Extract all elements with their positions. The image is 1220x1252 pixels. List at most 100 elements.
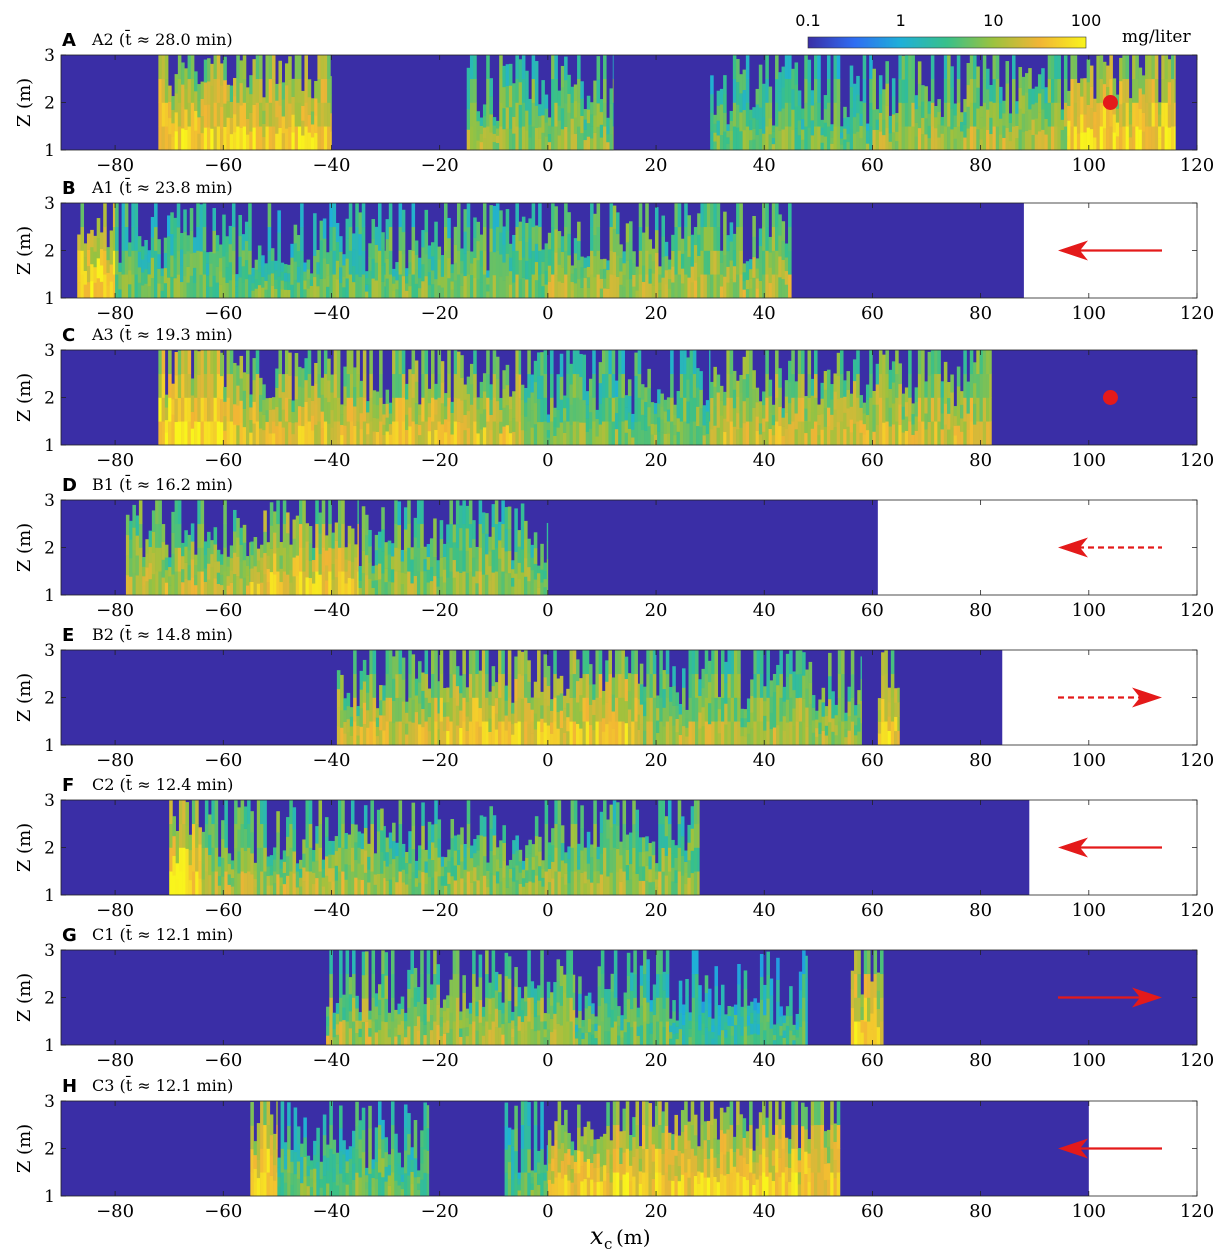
- x-tick-label: −80: [96, 303, 134, 324]
- x-tick-label: −40: [312, 1201, 350, 1222]
- x-tick-label: 60: [861, 1050, 884, 1071]
- colorbar-unit: mg/liter: [1122, 27, 1191, 47]
- x-tick-label: 80: [969, 1050, 992, 1071]
- x-tick-label: 100: [1072, 155, 1106, 176]
- panel-letter: H: [62, 1076, 77, 1097]
- x-tick-label: 20: [645, 450, 668, 471]
- panel-letter: B: [62, 178, 76, 199]
- x-tick-label: 80: [969, 1201, 992, 1222]
- plume-segment: [169, 800, 203, 896]
- y-axis-label: Z (m): [14, 78, 35, 127]
- plume-segment: [1067, 55, 1176, 151]
- x-tick-label: −40: [312, 1050, 350, 1071]
- x-tick-label: 100: [1072, 1201, 1106, 1222]
- plume-segment: [158, 55, 332, 151]
- panel-E: E B2 (t̄ ≈ 14.8 min) −80 −60 −40 −20 0 20 40 60 80…: [14, 623, 1214, 771]
- panel-title: A1 (t̄ ≈ 23.8 min): [91, 176, 233, 197]
- y-tick-label: 1: [44, 886, 55, 906]
- panel-B: B A1 (t̄ ≈ 23.8 min) −80 −60 −40 −20 0 20 40 60 80…: [14, 176, 1214, 324]
- x-tick-label: 120: [1180, 303, 1214, 324]
- direction-arrow: [1058, 240, 1162, 261]
- colorbar-tick-label: 1: [896, 11, 906, 30]
- x-tick-label: 120: [1180, 155, 1214, 176]
- panel-letter: C: [62, 325, 75, 346]
- x-tick-label: 40: [753, 900, 776, 921]
- y-tick-label: 3: [44, 941, 55, 961]
- arrow-head: [1058, 537, 1088, 558]
- x-tick-label: −60: [204, 155, 242, 176]
- plume-segment: [850, 950, 884, 1046]
- x-tick-label: 100: [1072, 1050, 1106, 1071]
- panel-C: C A3 (t̄ ≈ 19.3 min) −80 −60 −40 −20 0 20 40 60 80…: [14, 323, 1214, 471]
- x-tick-label: 0: [542, 750, 553, 771]
- plume-segment: [385, 203, 549, 299]
- x-tick-label: −20: [421, 1050, 459, 1071]
- x-axis-label: x c (m): [590, 1222, 651, 1252]
- x-axis-label-sub: c: [604, 1235, 612, 1252]
- x-tick-label: 20: [645, 600, 668, 621]
- y-tick-label: 3: [44, 1092, 55, 1112]
- x-tick-label: 20: [645, 155, 668, 176]
- y-tick-label: 1: [44, 586, 55, 606]
- x-tick-label: 80: [969, 600, 992, 621]
- y-tick-label: 2: [44, 1140, 55, 1160]
- plume-segment: [710, 350, 992, 446]
- direction-arrow: [1058, 1138, 1162, 1159]
- x-tick-label: −20: [421, 1201, 459, 1222]
- x-tick-label: 40: [753, 450, 776, 471]
- x-tick-label: 80: [969, 900, 992, 921]
- x-tick-label: −40: [312, 900, 350, 921]
- x-axis-label-main: x: [590, 1222, 604, 1250]
- plume-segment: [574, 950, 673, 1046]
- x-tick-label: 60: [861, 155, 884, 176]
- panel-title: B2 (t̄ ≈ 14.8 min): [92, 623, 233, 644]
- panels: A A2 (t̄ ≈ 28.0 min)−80 −60 −40 −20 0 20 40 60 80…: [14, 28, 1214, 1222]
- panel-D: D B1 (t̄ ≈ 16.2 min) −80 −60 −40 −20 0 20 40 60 80…: [14, 473, 1214, 621]
- x-tick-label: 20: [645, 750, 668, 771]
- y-tick-label: 1: [44, 1036, 55, 1056]
- panel-title: A3 (t̄ ≈ 19.3 min): [91, 323, 233, 344]
- x-tick-label: −60: [204, 1050, 242, 1071]
- plume-segment: [504, 1101, 549, 1197]
- colorbar: 0.1 1 10 100 mg/liter: [795, 11, 1191, 49]
- panel-letter: G: [62, 925, 77, 946]
- x-tick-label: 120: [1180, 900, 1214, 921]
- direction-arrow: [1058, 687, 1162, 708]
- x-tick-label: 40: [753, 600, 776, 621]
- y-tick-label: 1: [44, 1187, 55, 1207]
- x-tick-label: 120: [1180, 1201, 1214, 1222]
- source-marker: [1102, 390, 1118, 405]
- y-tick-label: 2: [44, 242, 55, 262]
- x-tick-label: −20: [421, 155, 459, 176]
- x-tick-label: −60: [204, 303, 242, 324]
- y-tick-label: 3: [44, 341, 55, 361]
- plume-segment: [520, 350, 711, 446]
- x-tick-label: 0: [542, 900, 553, 921]
- x-tick-label: −80: [96, 750, 134, 771]
- x-tick-label: 0: [542, 1201, 553, 1222]
- plume-segment: [336, 650, 440, 746]
- x-tick-label: 0: [542, 450, 553, 471]
- x-tick-label: −60: [204, 900, 242, 921]
- x-tick-label: −20: [421, 303, 459, 324]
- arrow-head: [1132, 987, 1162, 1008]
- x-tick-label: −20: [421, 750, 459, 771]
- plume-segment: [201, 800, 386, 896]
- x-tick-label: 20: [645, 303, 668, 324]
- plume-segment: [466, 55, 614, 151]
- y-tick-label: 3: [44, 194, 55, 214]
- x-tick-label: −80: [96, 600, 134, 621]
- plume-segment: [710, 55, 873, 151]
- y-axis-label: Z (m): [14, 226, 35, 275]
- y-axis-label: Z (m): [14, 373, 35, 422]
- y-tick-label: 2: [44, 989, 55, 1009]
- x-tick-label: 100: [1072, 450, 1106, 471]
- x-tick-label: 80: [969, 303, 992, 324]
- panel-G: G C1 (t̄ ≈ 12.1 min) −80 −60 −40 −20 0 20 40 60 80…: [14, 923, 1214, 1071]
- x-tick-label: 120: [1180, 450, 1214, 471]
- plume-segment: [115, 203, 386, 299]
- y-tick-label: 1: [44, 289, 55, 309]
- direction-arrow: [1058, 837, 1162, 858]
- x-tick-label: −20: [421, 600, 459, 621]
